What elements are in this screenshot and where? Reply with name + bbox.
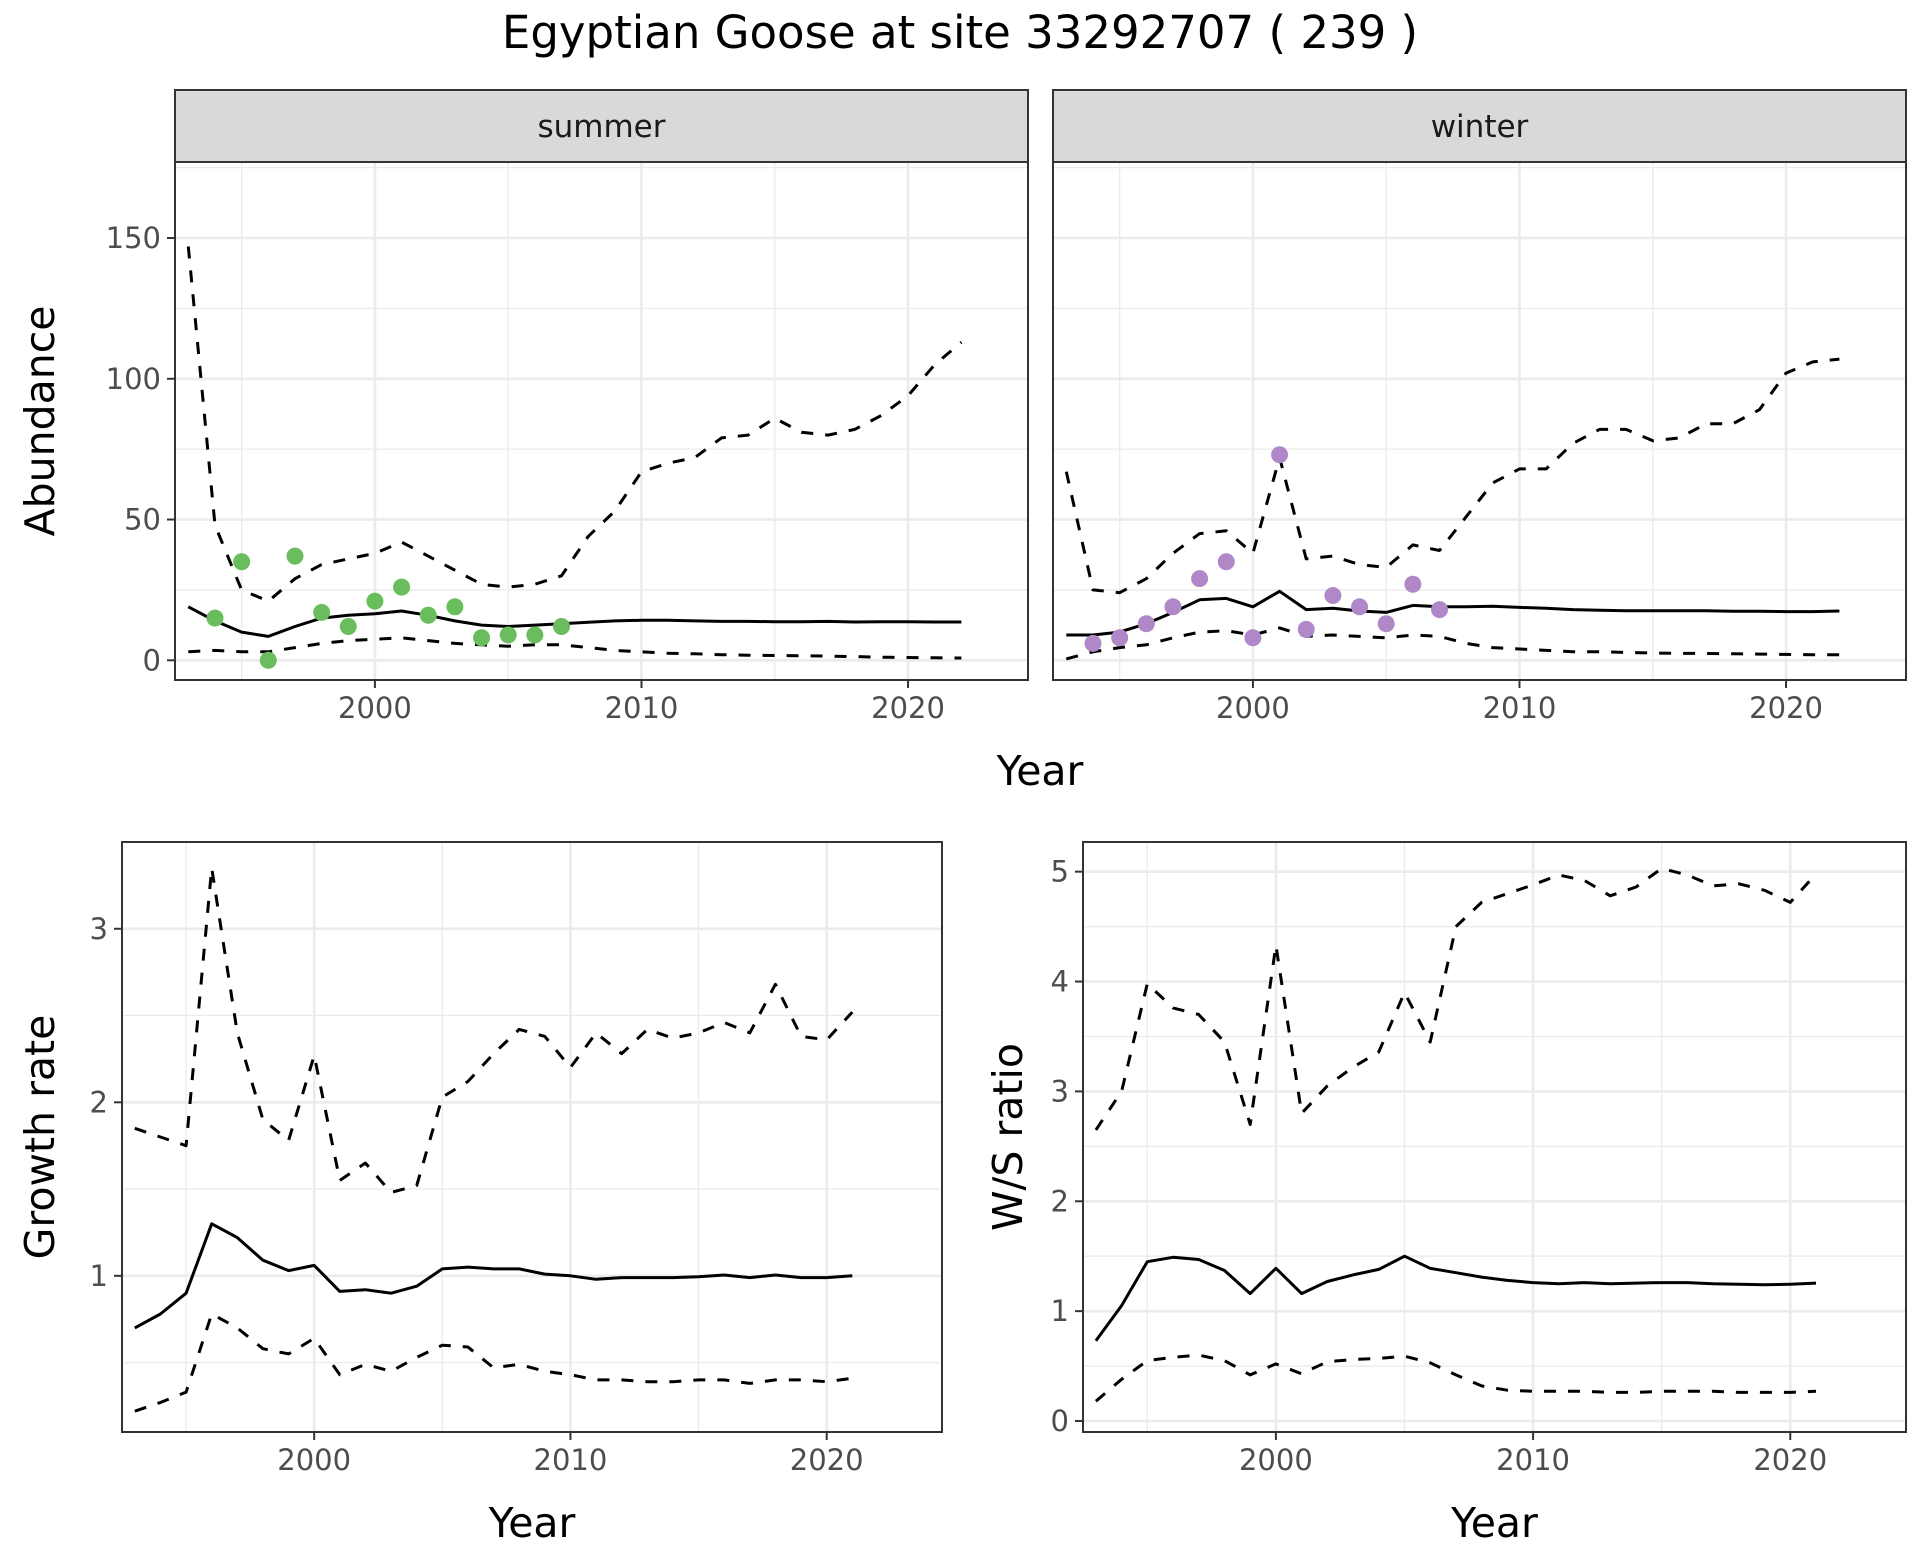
data-point (1351, 598, 1369, 616)
x-tick-label: 2010 (1496, 1443, 1570, 1477)
series-line-dashed (188, 636, 962, 660)
y-tick-label: 0 (1051, 1404, 1069, 1438)
panel-background (175, 162, 1028, 680)
series-group (134, 866, 854, 1413)
series-line-dashed (186, 246, 963, 603)
y-tick-label: 100 (106, 362, 161, 396)
data-point (419, 606, 437, 624)
data-point (526, 626, 544, 644)
series-line-dashed (1094, 866, 1818, 1131)
panel-background (122, 842, 942, 1432)
data-point (1271, 446, 1289, 464)
data-point (1164, 598, 1182, 616)
series-group (1094, 866, 1818, 1403)
series-line-dashed (134, 866, 854, 1194)
data-point (366, 592, 384, 610)
data-point (393, 578, 411, 596)
y-tick-label: 2 (90, 1085, 108, 1119)
data-point (313, 603, 331, 621)
panel-border (121, 841, 943, 1433)
facet-strip-label: summer (537, 109, 665, 145)
y-tick-label: 1 (90, 1259, 108, 1293)
data-point (553, 618, 571, 636)
y-axis-title: Abundance (16, 306, 64, 537)
y-tick-label: 3 (90, 912, 108, 946)
x-tick-label: 2000 (338, 691, 412, 725)
x-tick-label: 2010 (534, 1443, 608, 1477)
data-point (1244, 629, 1262, 647)
y-tick-label: 50 (124, 503, 161, 537)
chart-panel-winter: winter 2000 2010 2020 (1052, 89, 1907, 725)
y-tick-label: 4 (1051, 965, 1069, 999)
data-point (1111, 629, 1129, 647)
y-axis-title: Growth rate (16, 1015, 64, 1260)
panel-background (1083, 842, 1906, 1432)
series-line-solid (1094, 1254, 1817, 1342)
series-group (1064, 357, 1840, 661)
y-tick-label: 5 (1051, 855, 1069, 889)
series-line-solid (134, 1222, 853, 1330)
x-axis-title: Year (1450, 1499, 1538, 1547)
data-point (473, 629, 491, 647)
data-point (1217, 553, 1235, 571)
data-point (233, 553, 251, 571)
chart-panel-w-s-ratio: 2000 2010 2020 0 1 2 3 4 5 W/S ratio Year (984, 841, 1907, 1547)
y-tick-label: 150 (106, 221, 161, 255)
data-point (339, 618, 357, 636)
facet-strip-label: winter (1431, 109, 1529, 145)
facet-strip (174, 89, 1029, 163)
y-tick-label: 3 (1051, 1074, 1069, 1108)
y-tick-label: 1 (1051, 1294, 1069, 1328)
data-point (446, 598, 464, 616)
series-line-dashed (1094, 1353, 1817, 1403)
data-point (286, 547, 304, 565)
y-axis-title: W/S ratio (984, 1043, 1032, 1231)
data-point (206, 609, 224, 627)
chart-panel-growth-rate: 2000 2010 2020 1 2 3 Growth rate Year (16, 841, 943, 1547)
data-point (1404, 575, 1422, 593)
y-tick-label: 2 (1051, 1184, 1069, 1218)
data-point (259, 651, 277, 669)
data-point (499, 626, 517, 644)
chart-title: Egyptian Goose at site 33292707 ( 239 ) (502, 6, 1418, 59)
y-tick-label: 0 (143, 643, 161, 677)
data-point (1377, 615, 1395, 633)
series-group (186, 246, 963, 669)
x-tick-label: 2000 (1239, 1443, 1313, 1477)
data-point (1084, 634, 1102, 652)
data-point (1137, 615, 1155, 633)
x-tick-label: 2020 (1749, 691, 1823, 725)
series-line-dashed (1064, 357, 1840, 595)
x-tick-label: 2020 (1753, 1443, 1827, 1477)
data-point (1191, 570, 1209, 588)
x-tick-label: 2010 (605, 691, 679, 725)
series-line-dashed (1065, 626, 1840, 661)
panel-border (1082, 841, 1907, 1433)
series-line-solid (1066, 589, 1840, 637)
x-tick-label: 2010 (1483, 691, 1557, 725)
x-tick-label: 2000 (1216, 691, 1290, 725)
panel-background (1053, 162, 1906, 680)
data-point (1297, 620, 1315, 638)
x-tick-label: 2020 (790, 1443, 864, 1477)
x-axis-title: Year (488, 1499, 576, 1547)
chart-panel-summer: summer 2000 2010 2020 0 50 100 150 Abundance (16, 89, 1029, 725)
x-tick-label: 2000 (277, 1443, 351, 1477)
data-point (1324, 587, 1342, 605)
data-point (1431, 601, 1449, 619)
x-axis-title: Year (996, 747, 1084, 795)
facet-strip (1052, 89, 1907, 163)
x-tick-label: 2020 (871, 691, 945, 725)
